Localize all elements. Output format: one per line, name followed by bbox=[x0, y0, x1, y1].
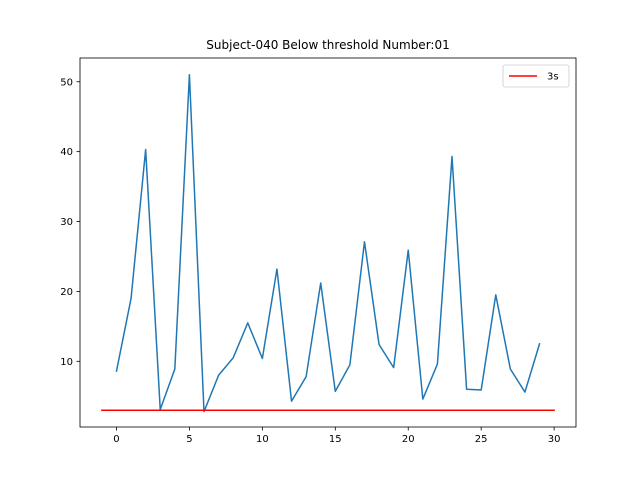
series-line-0 bbox=[115, 74, 541, 413]
x-tick-label: 5 bbox=[186, 434, 192, 445]
plot-frame bbox=[79, 57, 577, 428]
x-tick-label: 15 bbox=[329, 434, 342, 445]
x-tick-label: 10 bbox=[256, 434, 269, 445]
x-tick-label: 30 bbox=[548, 434, 561, 445]
y-tick-label: 40 bbox=[60, 147, 73, 158]
x-axis: 0 5 10 15 20 25 30 bbox=[113, 427, 560, 445]
y-tick-label: 10 bbox=[60, 357, 73, 368]
y-axis: 10 20 30 40 50 bbox=[60, 77, 80, 368]
legend: 3s bbox=[502, 64, 570, 88]
legend-label: 3s bbox=[547, 72, 559, 83]
y-tick-label: 30 bbox=[60, 217, 73, 228]
x-tick-label: 25 bbox=[475, 434, 488, 445]
plot-area bbox=[79, 57, 577, 428]
x-tick-label: 20 bbox=[402, 434, 415, 445]
chart-title: Subject-040 Below threshold Number:01 bbox=[206, 38, 449, 52]
x-tick-label: 0 bbox=[113, 434, 119, 445]
y-tick-label: 20 bbox=[60, 287, 73, 298]
y-tick-label: 50 bbox=[60, 77, 73, 88]
